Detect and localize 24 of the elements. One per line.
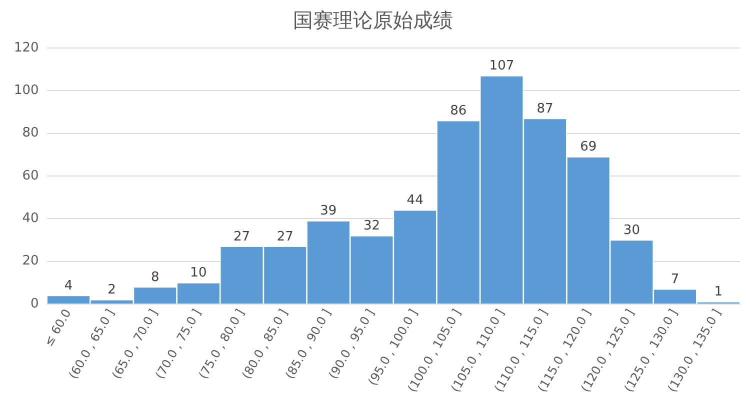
data-label: 107 (489, 58, 514, 74)
data-label: 30 (623, 222, 640, 238)
data-label: 1 (714, 284, 722, 300)
y-tick-label: 20 (22, 254, 39, 269)
data-label: 8 (150, 270, 160, 285)
data-label: 86 (450, 103, 467, 118)
data-label: 2 (108, 282, 116, 298)
data-label: 87 (536, 101, 554, 116)
y-tick-label: 100 (14, 83, 39, 98)
y-tick-label: 0 (30, 296, 39, 312)
y-tick-label: 120 (14, 40, 39, 56)
data-label: 7 (670, 272, 680, 287)
y-tick-label: 80 (22, 126, 39, 141)
data-label: 10 (190, 266, 207, 281)
data-label: 27 (276, 229, 294, 244)
chart-title: 国赛理论原始成绩 (293, 8, 453, 32)
data-label: 32 (363, 218, 380, 234)
data-label: 27 (234, 229, 250, 244)
data-label: 44 (406, 192, 424, 208)
data-label: 69 (580, 140, 597, 155)
data-label: 4 (64, 278, 73, 294)
data-label: 39 (320, 204, 337, 219)
y-tick-label: 60 (22, 168, 39, 184)
y-tick-label: 40 (22, 211, 39, 226)
